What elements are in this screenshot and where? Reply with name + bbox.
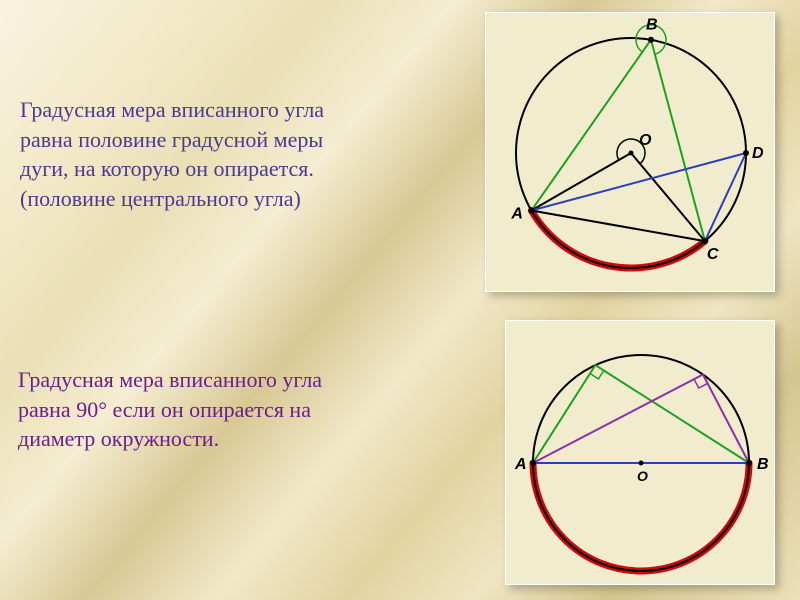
- svg-text:O: O: [637, 468, 648, 484]
- svg-text:D: D: [752, 145, 764, 162]
- svg-text:C: C: [707, 246, 719, 263]
- theorem-text-1: Градусная мера вписанного угла равна пол…: [20, 95, 420, 214]
- diagram-thales: ABO: [505, 320, 775, 585]
- svg-text:B: B: [646, 17, 658, 34]
- diagram-2-svg: ABO: [506, 321, 776, 586]
- line: Градусная мера вписанного угла: [18, 367, 322, 392]
- svg-text:A: A: [514, 456, 527, 473]
- diagram-1-svg: A B C D O: [486, 13, 776, 293]
- theorem-text-2: Градусная мера вписанного угла равна 90°…: [18, 365, 438, 454]
- line: диаметр окружности.: [18, 426, 219, 451]
- line: (половине центрального угла): [20, 186, 301, 211]
- line: равна половине градусной меры: [20, 127, 323, 152]
- line: дуги, на которую он опирается.: [20, 156, 314, 181]
- diagram-inscribed-angle: A B C D O: [485, 12, 775, 292]
- svg-text:A: A: [510, 206, 523, 223]
- slide: Градусная мера вписанного угла равна пол…: [0, 0, 800, 600]
- line: Градусная мера вписанного угла: [20, 97, 324, 122]
- line: равна 90° если он опирается на: [18, 397, 311, 422]
- svg-text:O: O: [639, 132, 652, 149]
- svg-text:B: B: [757, 456, 769, 473]
